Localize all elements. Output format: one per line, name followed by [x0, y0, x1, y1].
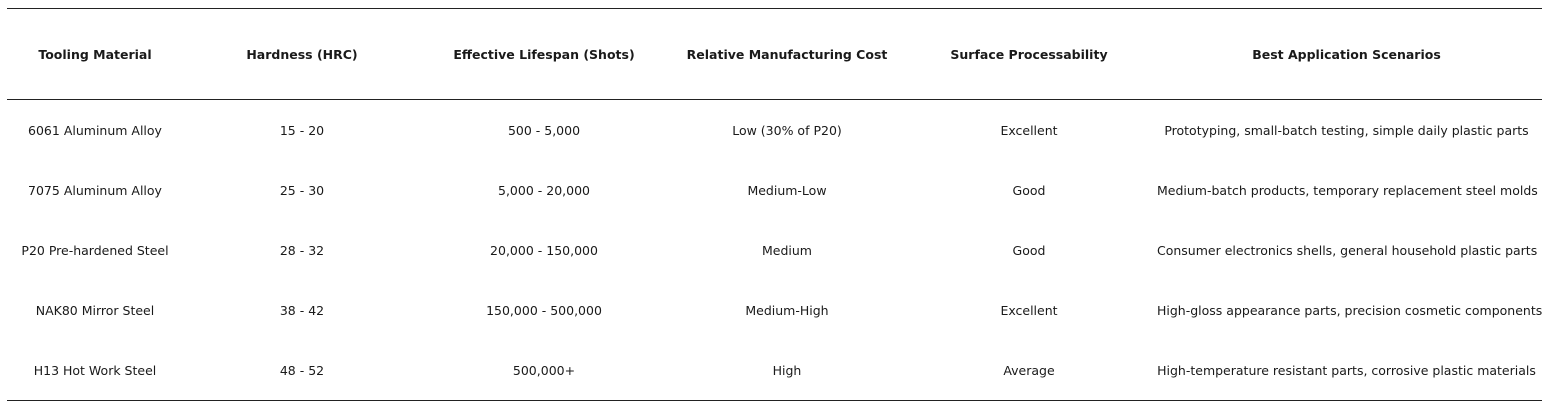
cell-effective-lifespan: 5,000 - 20,000: [498, 182, 590, 198]
cell-hardness: 28 - 32: [279, 242, 325, 258]
cell-tooling-material: H13 Hot Work Steel: [33, 362, 157, 378]
cell-hardness: 48 - 52: [279, 362, 325, 378]
cell-best-application: Medium-batch products, temporary replace…: [1157, 182, 1538, 198]
header-row: Tooling Material Hardness (HRC) Effectiv…: [7, 8, 1542, 100]
header-tooling-material: Tooling Material: [38, 46, 152, 62]
cell-tooling-material: 6061 Aluminum Alloy: [28, 122, 162, 138]
cell-best-application: High-gloss appearance parts, precision c…: [1157, 302, 1543, 318]
cell-effective-lifespan: 150,000 - 500,000: [486, 302, 602, 318]
cell-hardness: 15 - 20: [279, 122, 325, 138]
cell-tooling-material: P20 Pre-hardened Steel: [21, 242, 169, 258]
cell-relative-cost: Medium: [762, 242, 812, 258]
cell-relative-cost: High: [772, 362, 802, 378]
cell-hardness: 25 - 30: [279, 182, 325, 198]
cell-surface-processability: Good: [1012, 182, 1046, 198]
cell-relative-cost: Medium-Low: [747, 182, 827, 198]
cell-tooling-material: NAK80 Mirror Steel: [35, 302, 155, 318]
header-relative-cost: Relative Manufacturing Cost: [686, 46, 888, 62]
header-best-application: Best Application Scenarios: [1252, 46, 1441, 62]
cell-tooling-material: 7075 Aluminum Alloy: [28, 182, 162, 198]
table-body: 6061 Aluminum Alloy 15 - 20 500 - 5,000 …: [7, 100, 1542, 401]
table-row: 7075 Aluminum Alloy 25 - 30 5,000 - 20,0…: [7, 160, 1542, 220]
tooling-table-container: Tooling Material Hardness (HRC) Effectiv…: [7, 8, 1542, 401]
cell-surface-processability: Excellent: [1000, 122, 1058, 138]
table-header: Tooling Material Hardness (HRC) Effectiv…: [7, 8, 1542, 100]
cell-best-application: Consumer electronics shells, general hou…: [1157, 242, 1538, 258]
tooling-material-table: Tooling Material Hardness (HRC) Effectiv…: [7, 8, 1542, 401]
cell-effective-lifespan: 500,000+: [512, 362, 576, 378]
cell-relative-cost: Low (30% of P20): [732, 122, 842, 138]
header-hardness: Hardness (HRC): [246, 46, 358, 62]
header-effective-lifespan: Effective Lifespan (Shots): [453, 46, 635, 62]
table-row: P20 Pre-hardened Steel 28 - 32 20,000 - …: [7, 220, 1542, 280]
table-row: 6061 Aluminum Alloy 15 - 20 500 - 5,000 …: [7, 100, 1542, 161]
cell-hardness: 38 - 42: [279, 302, 325, 318]
cell-effective-lifespan: 20,000 - 150,000: [490, 242, 598, 258]
cell-relative-cost: Medium-High: [745, 302, 829, 318]
cell-surface-processability: Excellent: [1000, 302, 1058, 318]
cell-best-application: High-temperature resistant parts, corros…: [1157, 362, 1536, 378]
table-row: H13 Hot Work Steel 48 - 52 500,000+ High…: [7, 340, 1542, 401]
cell-best-application: Prototyping, small-batch testing, simple…: [1164, 122, 1529, 138]
table-row: NAK80 Mirror Steel 38 - 42 150,000 - 500…: [7, 280, 1543, 340]
cell-effective-lifespan: 500 - 5,000: [507, 122, 581, 138]
cell-surface-processability: Good: [1012, 242, 1046, 258]
header-surface-processability: Surface Processability: [950, 46, 1108, 62]
cell-surface-processability: Average: [1003, 362, 1055, 378]
